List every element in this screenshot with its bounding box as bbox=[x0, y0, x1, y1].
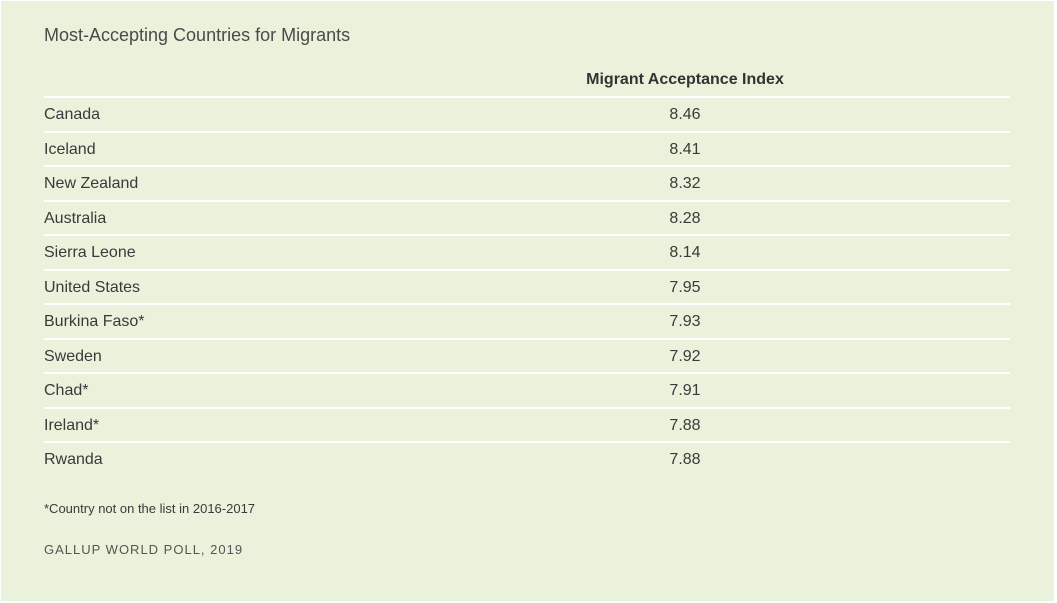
table-row: Rwanda 7.88 bbox=[44, 443, 1010, 476]
index-value-cell: 7.95 bbox=[669, 278, 701, 296]
index-value-cell: 8.46 bbox=[669, 106, 701, 123]
table-header: Migrant Acceptance Index bbox=[44, 63, 1010, 98]
table-row: Australia 8.28 bbox=[44, 202, 1010, 236]
index-value-cell: 8.28 bbox=[669, 209, 701, 227]
index-value-cell: 7.88 bbox=[669, 451, 701, 468]
index-value-cell: 8.32 bbox=[669, 175, 701, 192]
country-cell: Canada bbox=[44, 106, 101, 123]
country-cell: Burkina Faso* bbox=[44, 313, 145, 330]
source-credit: GALLUP WORLD POLL, 2019 bbox=[44, 542, 244, 557]
table-row: Sweden 7.92 bbox=[44, 340, 1010, 374]
footnote: *Country not on the list in 2016-2017 bbox=[44, 501, 256, 516]
country-cell: Chad* bbox=[44, 382, 89, 399]
country-cell: New Zealand bbox=[44, 175, 139, 192]
country-cell: United States bbox=[44, 278, 141, 296]
country-cell: Sierra Leone bbox=[44, 244, 136, 261]
table-row: Burkina Faso* 7.93 bbox=[44, 305, 1010, 340]
country-cell: Rwanda bbox=[44, 451, 103, 468]
index-value-cell: 7.93 bbox=[669, 313, 701, 330]
table-row: Canada 8.46 bbox=[44, 98, 1010, 133]
chart-title: Most-Accepting Countries for Migrants bbox=[44, 25, 351, 45]
country-cell: Ireland* bbox=[44, 416, 100, 434]
table-body: Canada 8.46 Iceland 8.41 New Zealand 8.32 Aust… bbox=[44, 98, 1010, 476]
table-row: Sierra Leone 8.14 bbox=[44, 236, 1010, 271]
table-row: Iceland 8.41 bbox=[44, 133, 1010, 167]
index-value-cell: 7.92 bbox=[669, 347, 701, 365]
table-row: Chad* 7.91 bbox=[44, 374, 1010, 409]
index-value-cell: 8.41 bbox=[669, 140, 701, 158]
country-cell: Iceland bbox=[44, 140, 96, 158]
table-row: United States 7.95 bbox=[44, 271, 1010, 305]
column-header-index: Migrant Acceptance Index bbox=[586, 71, 784, 88]
data-table: Migrant Acceptance Index Canada 8.46 Icela… bbox=[44, 63, 1010, 476]
index-value-cell: 7.91 bbox=[669, 382, 701, 399]
index-value-cell: 7.88 bbox=[669, 416, 701, 434]
country-cell: Sweden bbox=[44, 347, 102, 365]
country-cell: Australia bbox=[44, 209, 107, 227]
index-value-cell: 8.14 bbox=[669, 244, 701, 261]
table-row: Ireland* 7.88 bbox=[44, 409, 1010, 443]
table-row: New Zealand 8.32 bbox=[44, 167, 1010, 202]
